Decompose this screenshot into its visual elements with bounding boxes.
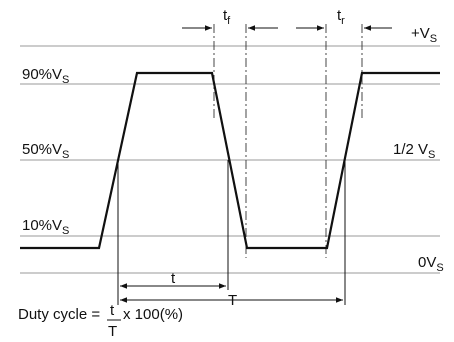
pulse-width-label: t: [171, 270, 176, 287]
rise-time-label: tr: [337, 7, 345, 27]
fifty-percent-label: 50%VS: [22, 141, 69, 161]
plus-vs-label: +VS: [411, 25, 437, 45]
period-label: T: [228, 292, 237, 309]
duty-cycle-prefix: Duty cycle =: [18, 306, 100, 323]
duty-cycle-denominator: T: [108, 323, 117, 340]
half-vs-label: 1/2 VS: [393, 141, 435, 161]
pulse-waveform: [20, 71, 440, 250]
fall-time-label: tf: [223, 7, 231, 27]
ten-percent-label: 10%VS: [22, 217, 69, 237]
duty-cycle-suffix: x 100(%): [123, 306, 183, 323]
zero-volt-label: 0VS: [418, 254, 444, 274]
duty-cycle-numerator: t: [110, 302, 115, 319]
ninety-percent-label: 90%VS: [22, 66, 69, 86]
